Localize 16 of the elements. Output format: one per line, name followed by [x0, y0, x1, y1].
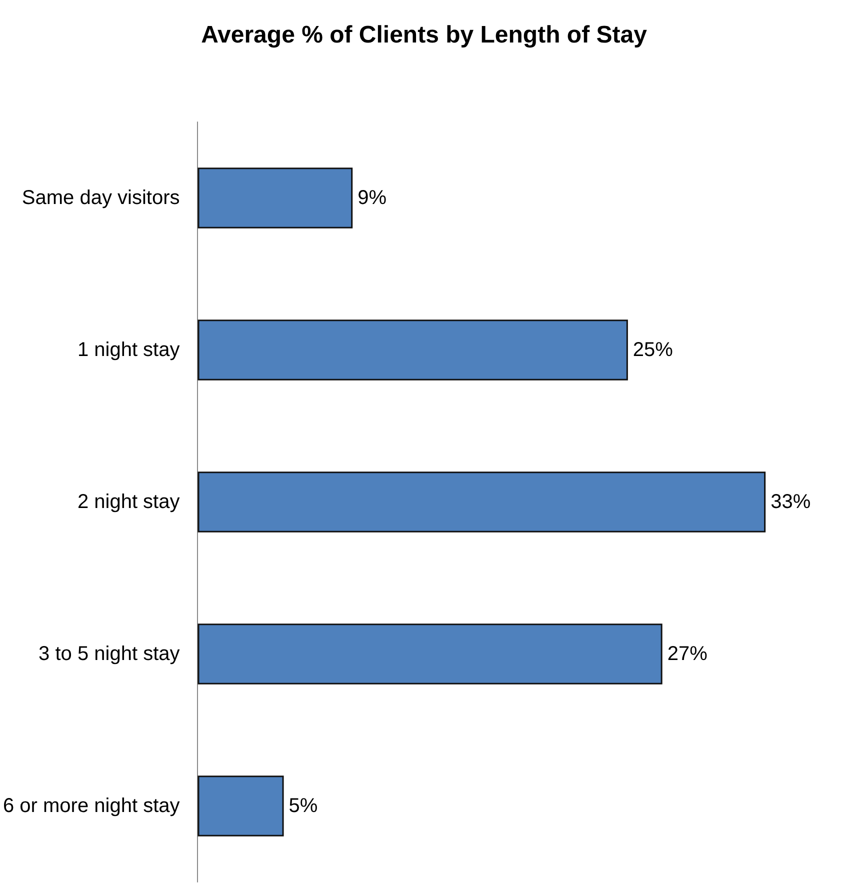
- data-label: 27%: [667, 643, 708, 665]
- y-tick-label: Same day visitors: [22, 187, 180, 209]
- data-label: 25%: [632, 339, 674, 361]
- chart-title: Average % of Clients by Length of Stay: [201, 22, 648, 48]
- bar: [198, 624, 662, 684]
- y-tick-label: 6 or more night stay: [3, 795, 180, 817]
- data-label: 9%: [358, 187, 387, 209]
- bar: [198, 776, 284, 836]
- data-label: 33%: [770, 491, 811, 513]
- data-label: 5%: [288, 795, 318, 817]
- y-tick-label: 2 night stay: [77, 491, 180, 513]
- y-tick-label: 3 to 5 night stay: [38, 643, 180, 665]
- bar: [198, 472, 766, 532]
- bar: [198, 168, 353, 228]
- bar: [198, 320, 628, 380]
- y-tick-label: 1 night stay: [77, 339, 180, 361]
